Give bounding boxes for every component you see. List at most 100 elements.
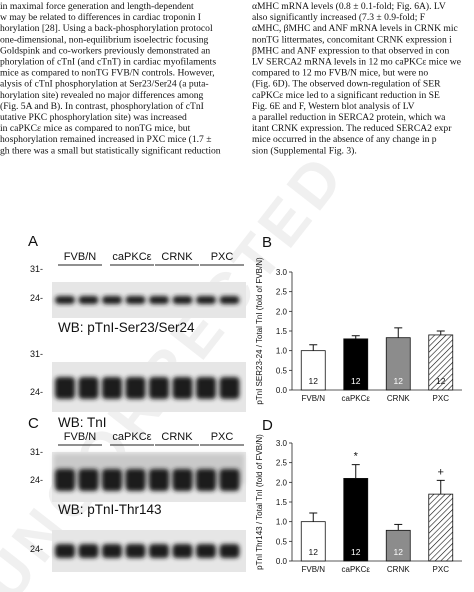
blot-band xyxy=(102,377,122,399)
y-tick-label: 2.0 xyxy=(276,478,288,487)
y-tick-label: 1.5 xyxy=(276,498,288,507)
body-text-line: αMHC mRNA levels (0.8 ± 0.1-fold; Fig. 6… xyxy=(252,1,446,12)
sample-size: 12 xyxy=(309,547,319,557)
blot-band xyxy=(149,544,169,558)
sample-size: 12 xyxy=(394,376,404,386)
body-text-line: αMHC, βMHC and ANF mRNA levels in CRNK m… xyxy=(252,23,458,34)
lane-label: PXC xyxy=(211,431,234,443)
body-text-line: compared to 12 mo FVB/N mice, but were n… xyxy=(252,68,428,79)
panel-label: D xyxy=(262,417,273,434)
body-text-line: one-dimensional, non-equilibrium isoelec… xyxy=(0,34,209,45)
body-text-line: caPKCε mice led to a significant reducti… xyxy=(252,90,440,101)
blot-caption: WB: TnI xyxy=(58,415,107,430)
x-tick-label: CRNK xyxy=(387,565,410,574)
blot-band xyxy=(125,544,146,558)
y-tick-label: 1.5 xyxy=(276,327,288,336)
sample-size: 12 xyxy=(309,376,319,386)
y-tick-label: 0.5 xyxy=(276,366,288,375)
blot-band xyxy=(196,296,216,304)
blot-band xyxy=(102,469,122,491)
x-tick-label: CRNK xyxy=(387,394,410,403)
y-tick-label: 0.5 xyxy=(276,537,288,546)
panel-label: A xyxy=(28,233,38,250)
blot-band xyxy=(219,296,240,304)
body-text-line: a parallel reduction in SERCA2 protein, … xyxy=(252,112,446,123)
body-text-line: sion (Supplemental Fig. 3). xyxy=(252,145,357,156)
sample-size: 12 xyxy=(394,547,404,557)
blot-band xyxy=(55,377,75,399)
blot-band xyxy=(149,296,169,304)
blot-band xyxy=(149,377,169,399)
panel-label: B xyxy=(262,234,272,251)
y-axis-label: pTnI Thr143 / Total TnI (fold of FVB/N) xyxy=(255,434,264,570)
body-text-line: (Fig. 6D). The observed down-regulation … xyxy=(252,79,441,90)
body-text-line: also significantly increased (7.3 ± 0.9-… xyxy=(252,12,425,23)
body-text-line: phorylation of cTnI (and cTnT) in cardia… xyxy=(0,57,216,68)
body-text-line: alysis of cTnI phosphorylation at Ser23/… xyxy=(0,79,209,90)
mw-marker: 31- xyxy=(30,264,43,274)
blot-band xyxy=(78,544,99,558)
sample-size: 12 xyxy=(436,376,446,386)
body-text-line: in maximal force generation and length-d… xyxy=(0,1,194,12)
lane-label: FVB/N xyxy=(64,251,96,263)
blot-band xyxy=(55,469,75,491)
blot-band xyxy=(172,377,193,399)
y-tick-label: 2.5 xyxy=(276,459,288,468)
mw-marker: 24- xyxy=(30,387,43,397)
significance-marker: * xyxy=(354,451,359,463)
panel-label: C xyxy=(28,415,39,432)
body-text-line: w may be related to differences in cardi… xyxy=(0,12,201,23)
blot-band xyxy=(78,469,99,491)
y-tick-label: 1.0 xyxy=(276,518,288,527)
body-text-line: βMHC and ANF expression to that observed… xyxy=(252,45,449,56)
body-text-line: mice occurred in the absence of any chan… xyxy=(252,134,437,145)
y-tick-label: 3.0 xyxy=(276,268,288,277)
body-text-line: LV SERCA2 mRNA levels in 12 mo caPKCε mi… xyxy=(252,57,461,68)
bar xyxy=(385,337,411,391)
bar xyxy=(385,529,411,562)
mw-marker: 31- xyxy=(30,349,43,359)
blot-band xyxy=(55,296,75,304)
blot-band xyxy=(102,296,122,304)
lane-label: PXC xyxy=(211,251,234,263)
significance-marker: + xyxy=(438,466,444,478)
x-tick-label: PXC xyxy=(433,565,450,574)
body-text-line: hosphorylation remained increased in PXC… xyxy=(0,134,211,145)
body-text-line: gh there was a small but statistically s… xyxy=(0,145,221,156)
body-text-line: in caPKCε mice as compared to nonTG mice… xyxy=(0,123,191,134)
sample-size: 12 xyxy=(351,376,361,386)
blot-band xyxy=(196,469,216,491)
y-axis-label: pTnI SER23-24 / Total TnI (fold of FVB/N… xyxy=(255,257,264,405)
lane-label: CRNK xyxy=(161,251,193,263)
y-tick-label: 1.0 xyxy=(276,347,288,356)
mw-marker: 24- xyxy=(30,293,43,303)
body-text-line: nonTG littermates, concomitant CRNK expr… xyxy=(252,34,452,45)
blot-caption: WB: pTnI-Ser23/Ser24 xyxy=(58,320,195,335)
blot-band xyxy=(125,469,146,491)
y-tick-label: 2.0 xyxy=(276,307,288,316)
blot-band xyxy=(172,296,193,304)
bar xyxy=(300,350,326,391)
x-tick-label: caPKCε xyxy=(342,394,371,403)
y-tick-label: 2.5 xyxy=(276,288,288,297)
lane-label: caPKCε xyxy=(112,431,151,443)
blot-band xyxy=(219,469,240,491)
blot-band xyxy=(219,544,240,558)
blot-band xyxy=(172,469,193,491)
blot-band xyxy=(125,296,146,304)
y-tick-label: 0.0 xyxy=(276,557,288,566)
blot-band xyxy=(149,469,169,491)
body-text-line: Goldspink and co-workers previously demo… xyxy=(0,45,210,56)
blot-band xyxy=(196,544,216,558)
body-text-line: horylation site) revealed no major diffe… xyxy=(0,90,204,101)
x-tick-label: caPKCε xyxy=(342,565,371,574)
blot-band xyxy=(102,544,122,558)
lane-label: CRNK xyxy=(161,431,193,443)
bar xyxy=(300,521,326,562)
bar xyxy=(428,493,454,562)
y-tick-label: 3.0 xyxy=(276,439,288,448)
blot-band xyxy=(196,377,216,399)
body-text-line: horylation [28]. Using a back-phosphoryl… xyxy=(0,23,213,34)
lane-label: FVB/N xyxy=(64,431,96,443)
blot-band xyxy=(78,377,99,399)
